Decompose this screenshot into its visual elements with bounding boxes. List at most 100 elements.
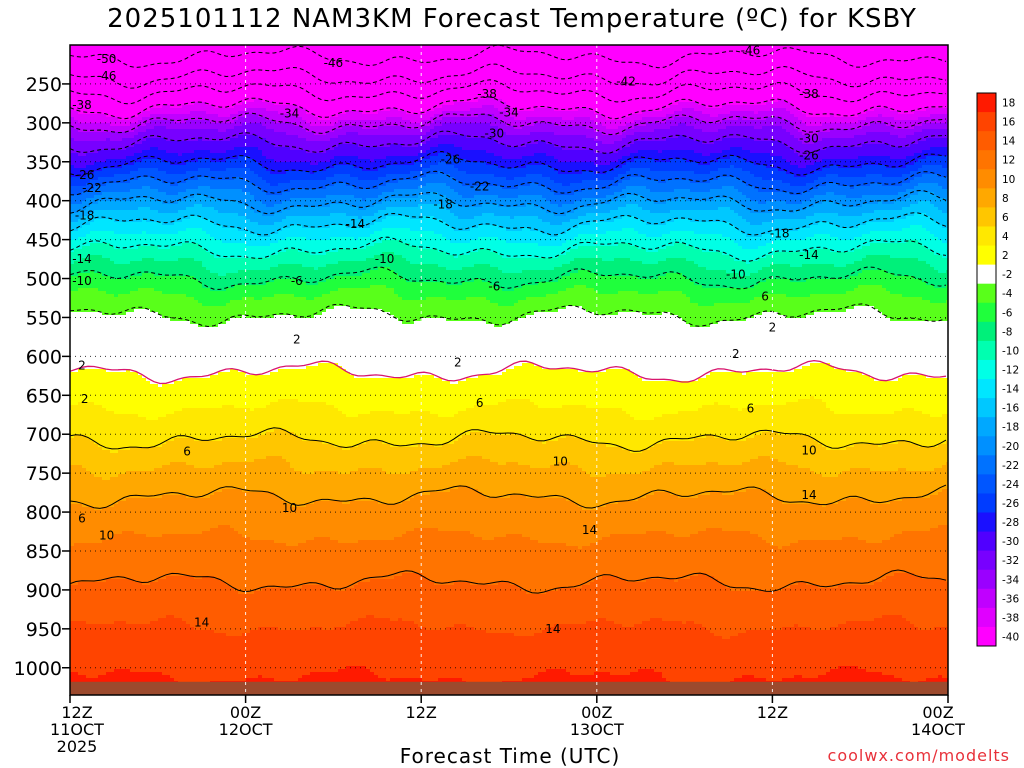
band-cell [146,411,151,415]
band-cell [74,519,79,523]
band-cell [138,624,143,628]
band-cell [78,183,83,187]
band-cell [78,267,83,271]
band-cell [74,69,79,73]
band-cell [138,402,143,406]
band-cell [74,603,79,607]
band-cell [130,324,135,328]
band-cell [134,531,139,535]
band-cell [138,324,143,328]
band-cell [98,651,103,655]
band-cell [98,534,103,538]
band-cell [118,561,123,565]
band-cell [74,393,79,397]
band-cell [98,54,103,58]
band-cell [70,63,75,67]
band-cell [86,159,91,163]
band-cell [86,609,91,613]
band-cell [142,201,147,205]
band-cell [154,270,159,274]
band-cell [138,117,143,121]
band-cell [102,564,107,568]
band-cell [110,69,115,73]
band-cell [82,366,87,370]
band-cell [110,420,115,424]
band-cell [74,654,79,658]
band-cell [98,360,103,364]
band-cell [126,333,131,337]
band-cell [130,417,135,421]
band-cell [106,318,111,322]
band-cell [78,414,83,418]
band-cell [122,138,127,142]
band-cell [118,330,123,334]
band-cell [154,429,159,433]
band-cell [158,156,163,160]
band-cell [98,108,103,112]
band-cell [110,519,115,523]
band-cell [82,168,87,172]
band-cell [146,429,151,433]
band-cell [126,459,131,463]
band-cell [158,675,163,679]
band-cell [134,429,139,433]
band-cell [130,108,135,112]
band-cell [138,429,143,433]
band-cell [102,315,107,319]
band-cell [138,54,143,58]
band-cell [86,261,91,265]
band-cell [82,252,87,256]
band-cell [150,294,155,298]
band-cell [106,282,111,286]
band-cell [130,348,135,352]
band-cell [74,645,79,649]
band-cell [106,522,111,526]
band-cell [102,648,107,652]
band-cell [134,183,139,187]
band-cell [70,474,75,478]
band-cell [74,168,79,172]
band-cell [130,339,135,343]
band-cell [118,408,123,412]
band-cell [150,141,155,145]
band-cell [86,180,91,184]
band-cell [118,378,123,382]
band-cell [122,465,127,469]
band-cell [82,549,87,553]
band-cell [102,417,107,421]
band-cell [90,669,95,673]
band-cell [106,495,111,499]
band-cell [74,285,79,289]
band-cell [138,660,143,664]
band-cell [70,411,75,415]
band-cell [122,54,127,58]
band-cell [150,168,155,172]
band-cell [158,612,163,616]
band-cell [146,438,151,442]
band-cell [74,255,79,259]
band-cell [94,183,99,187]
band-cell [130,84,135,88]
band-cell [78,567,83,571]
band-cell [90,120,95,124]
band-cell [138,303,143,307]
band-cell [106,378,111,382]
band-cell [106,417,111,421]
band-cell [122,663,127,667]
band-cell [158,513,163,517]
band-cell [102,93,107,97]
band-cell [126,312,131,316]
band-cell [146,399,151,403]
band-cell [110,327,115,331]
band-cell [82,99,87,103]
band-cell [150,327,155,331]
band-cell [138,336,143,340]
band-cell [78,612,83,616]
band-cell [158,525,163,529]
band-cell [70,249,75,253]
band-cell [86,495,91,499]
band-cell [110,495,115,499]
band-cell [106,129,111,133]
band-cell [86,303,91,307]
band-cell [142,519,147,523]
